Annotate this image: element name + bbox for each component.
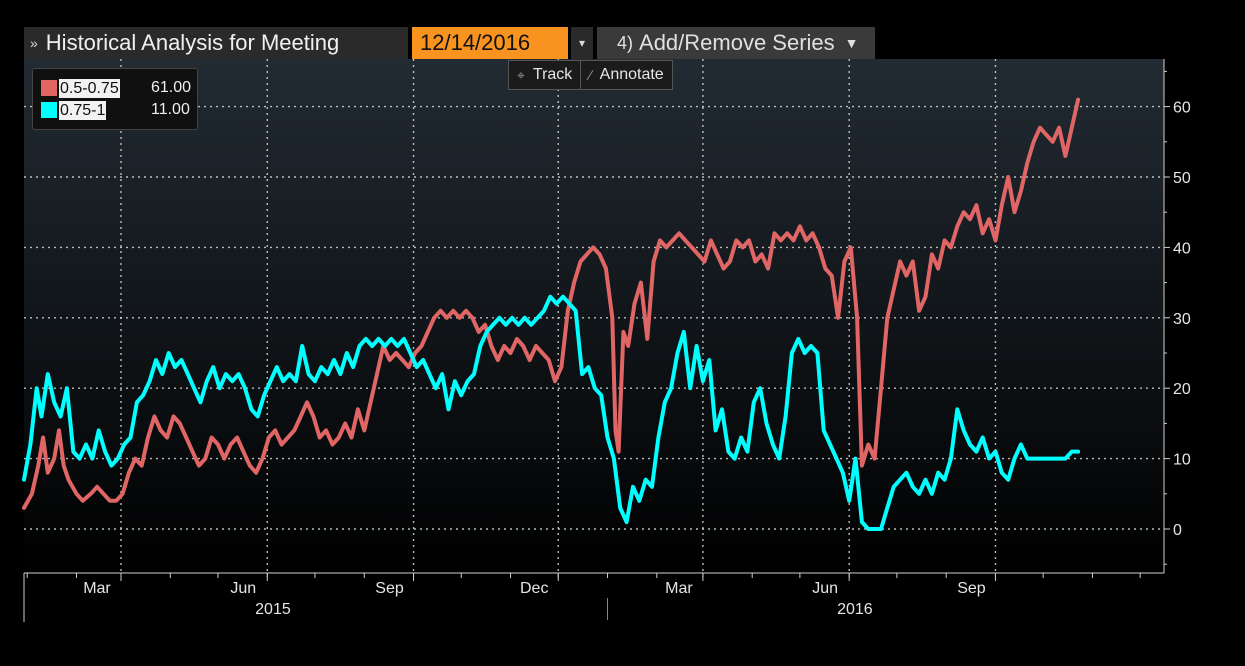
y-tick-label: 40 bbox=[1173, 240, 1191, 257]
x-tick-label: Dec bbox=[520, 580, 548, 597]
legend-series-name: 0.75-1 bbox=[59, 100, 107, 120]
annotate-label: Annotate bbox=[599, 66, 664, 83]
legend-swatch bbox=[41, 102, 57, 118]
chart-tools: ⌖ Track ∕ Annotate bbox=[508, 60, 673, 90]
legend-series-value: 11.00 bbox=[151, 101, 190, 118]
track-button[interactable]: ⌖ Track bbox=[509, 61, 580, 89]
series-line bbox=[22, 97, 1081, 510]
date-dropdown-icon[interactable]: ▾ bbox=[571, 27, 593, 59]
legend-series-name: 0.5-0.75 bbox=[59, 78, 120, 98]
add-remove-series-button[interactable]: 4) Add/Remove Series ▼ bbox=[597, 27, 875, 59]
legend-item[interactable]: 0.5-0.75 61.00 bbox=[41, 78, 191, 98]
y-tick-label: 60 bbox=[1173, 100, 1191, 117]
x-year-label: 2016 bbox=[837, 601, 873, 618]
y-tick-label: 20 bbox=[1173, 381, 1191, 398]
title-box[interactable]: » Historical Analysis for Meeting bbox=[24, 27, 408, 59]
axes: 0 10 20 30 40 50 60 Mar Jun Sep Dec Mar Jun Sep 2015 20… bbox=[23, 59, 1191, 622]
x-tick-label: Sep bbox=[957, 580, 986, 597]
y-tick-label: 30 bbox=[1173, 311, 1191, 328]
y-tick-label: 50 bbox=[1173, 170, 1191, 187]
y-tick-label: 10 bbox=[1173, 452, 1191, 469]
plot-background bbox=[24, 59, 1164, 573]
add-remove-series-label: Add/Remove Series bbox=[639, 30, 835, 55]
legend: 0.5-0.75 61.00 0.75-1 11.00 bbox=[32, 68, 198, 130]
pencil-icon: ∕ bbox=[589, 67, 592, 83]
x-tick-label: Sep bbox=[375, 580, 404, 597]
series-count: 4) bbox=[617, 32, 634, 53]
legend-swatch bbox=[41, 80, 57, 96]
chevron-down-icon: ▼ bbox=[844, 35, 859, 51]
series-lines bbox=[22, 97, 1081, 531]
annotate-button[interactable]: ∕ Annotate bbox=[580, 61, 671, 89]
x-tick-label: Mar bbox=[83, 580, 111, 597]
x-tick-label: Jun bbox=[812, 580, 838, 597]
collapse-icon[interactable]: » bbox=[30, 35, 38, 51]
chart-title: Historical Analysis for Meeting bbox=[45, 30, 340, 55]
y-tick-label: 0 bbox=[1173, 522, 1182, 539]
crosshair-icon: ⌖ bbox=[517, 66, 525, 83]
legend-item[interactable]: 0.75-1 11.00 bbox=[41, 100, 190, 120]
date-input[interactable]: 12/14/2016 bbox=[412, 27, 568, 59]
track-label: Track bbox=[532, 66, 573, 83]
series-line bbox=[22, 294, 1081, 531]
x-tick-label: Mar bbox=[665, 580, 693, 597]
x-tick-label: Jun bbox=[230, 580, 256, 597]
chart-toolbar: » Historical Analysis for Meeting 12/14/… bbox=[24, 27, 875, 59]
x-year-label: 2015 bbox=[255, 601, 291, 618]
legend-series-value: 61.00 bbox=[151, 79, 192, 96]
